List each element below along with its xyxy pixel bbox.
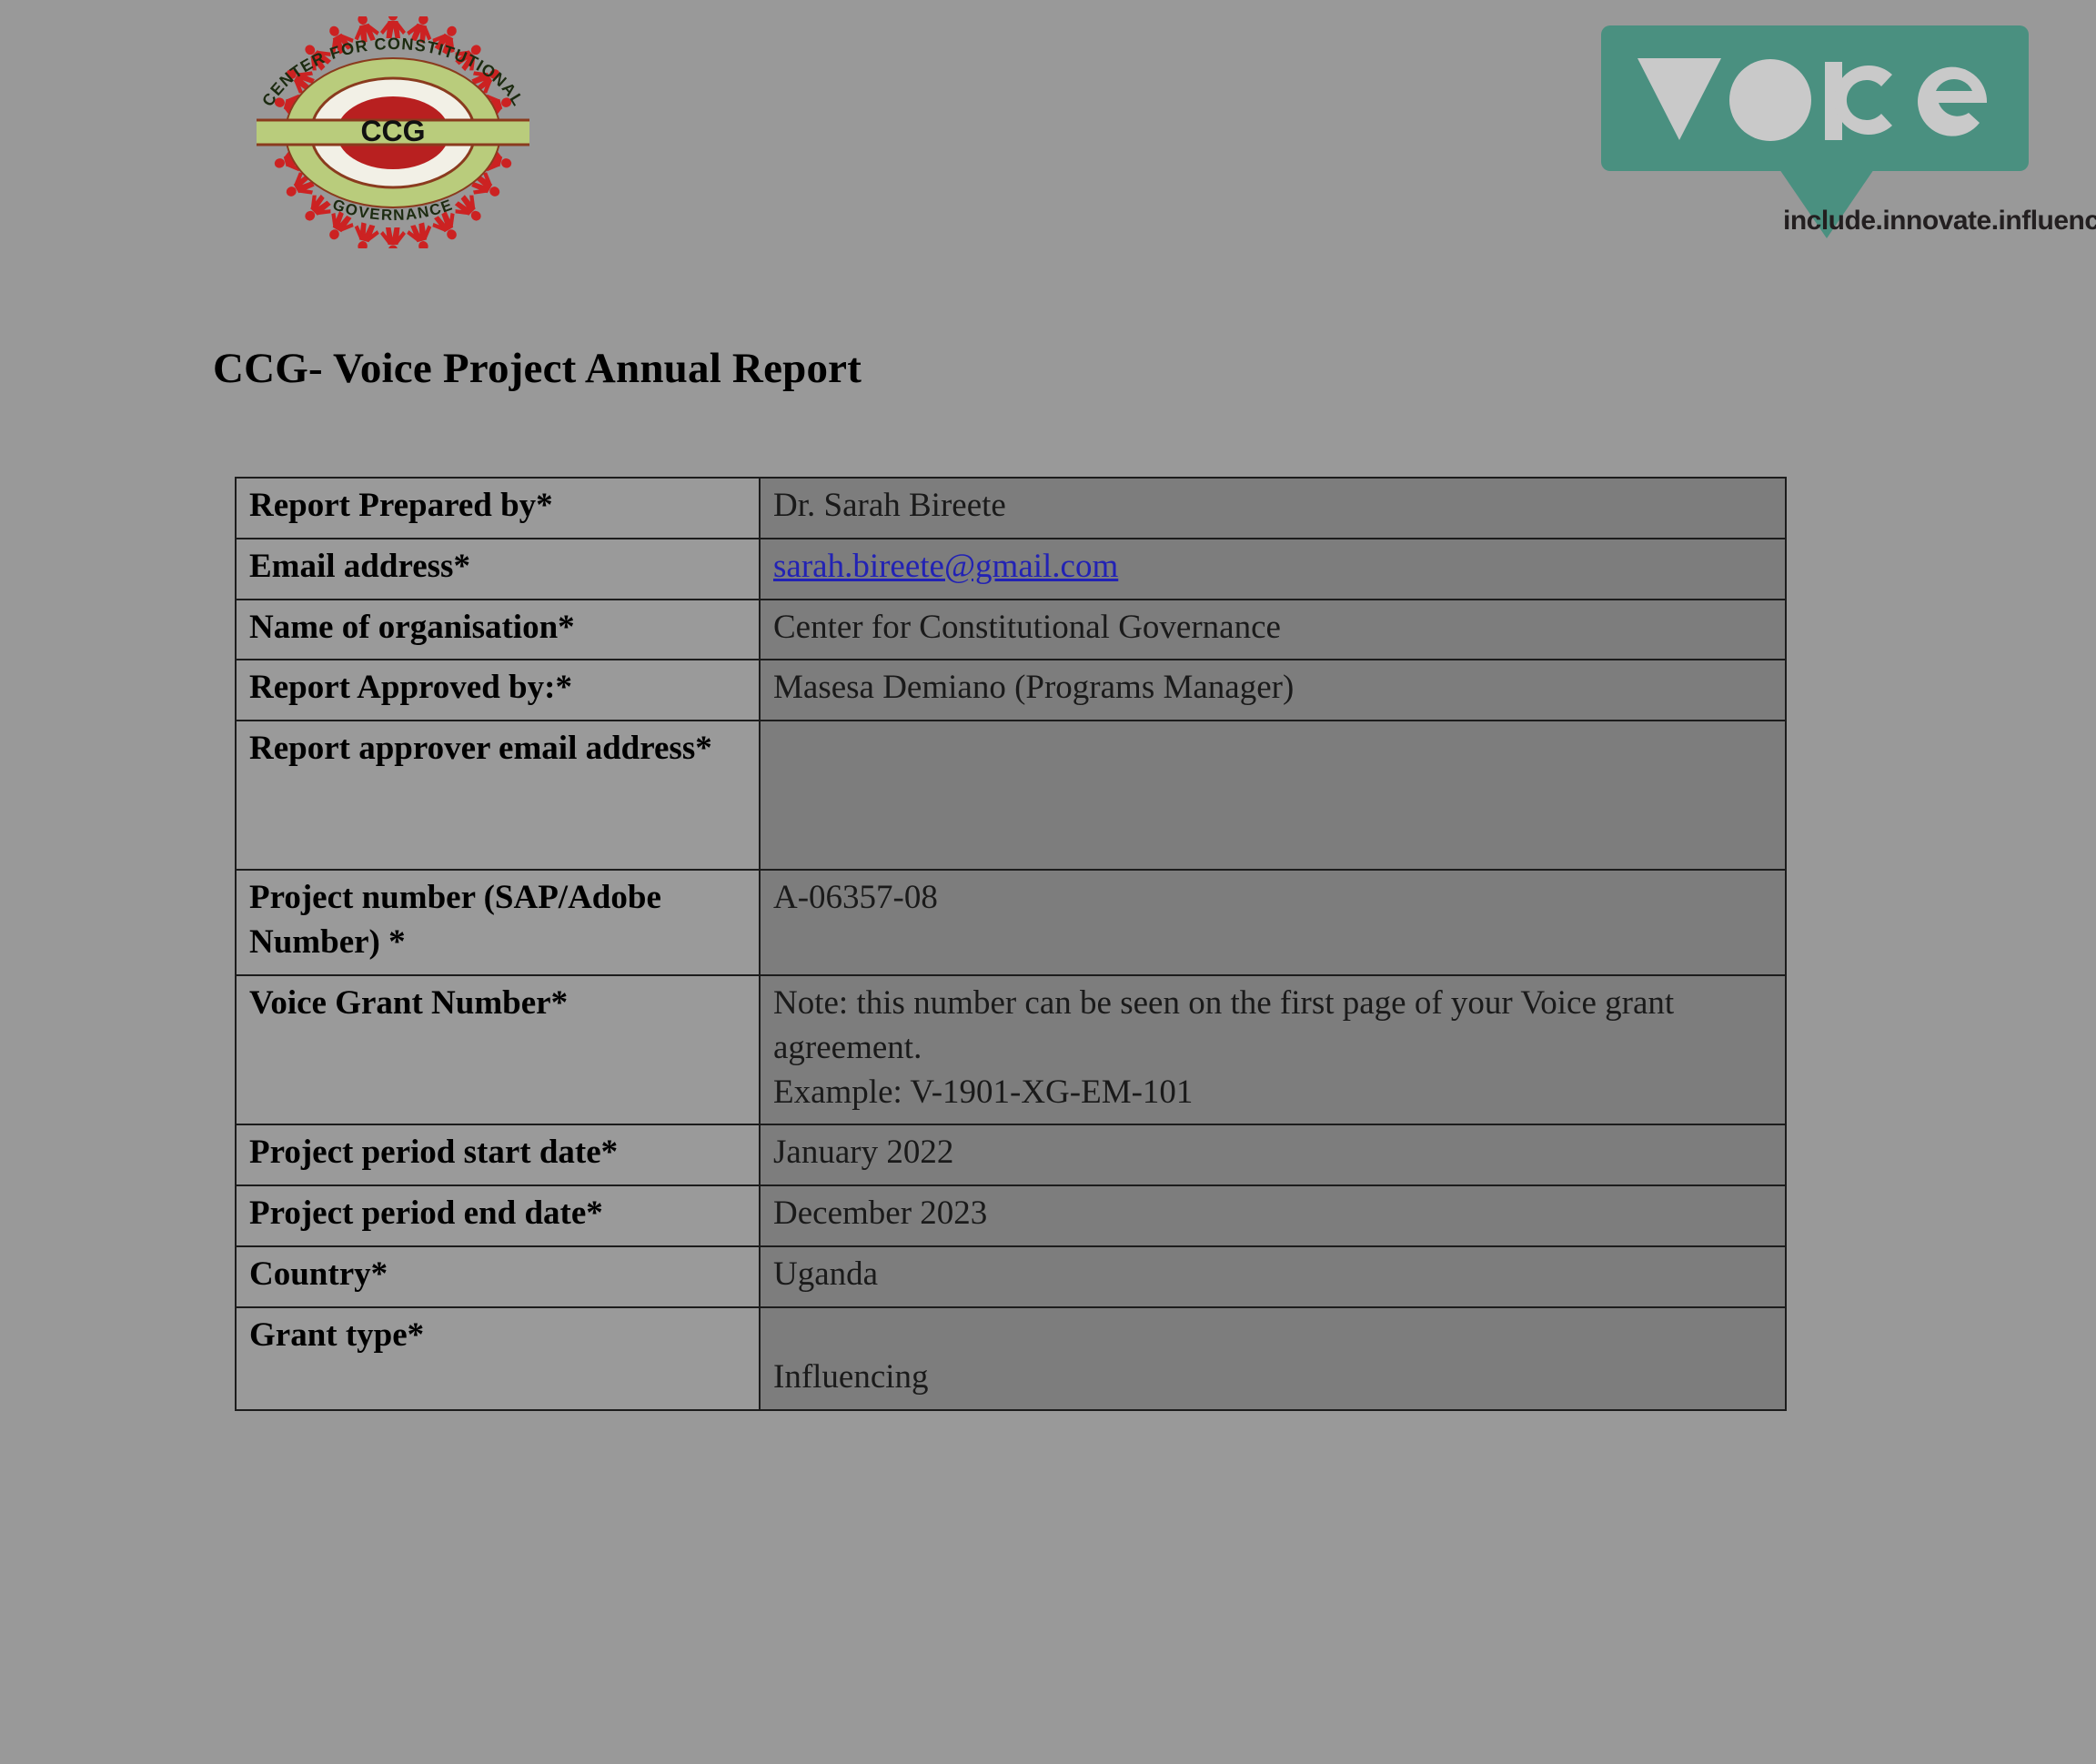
table-row: Report Prepared by* Dr. Sarah Bireete: [235, 477, 1787, 539]
voice-o-circle: [1729, 59, 1811, 141]
voice-logo-bubble: [1601, 25, 2029, 171]
ccg-logo-band: [257, 119, 529, 146]
grant-type-spacer: [773, 1314, 1772, 1356]
row-label-project-period-start-date: Project period start date*: [235, 1124, 761, 1187]
row-label-voice-grant-number: Voice Grant Number*: [235, 973, 761, 1126]
voice-grant-note: Note: this number can be seen on the fir…: [773, 983, 1675, 1066]
voice-logo-tagline: include.innovate.influence.: [1783, 206, 2096, 236]
table-row: Grant type* Influencing: [235, 1305, 1787, 1411]
row-value-name-of-organisation: Center for Constitutional Governance: [759, 598, 1787, 661]
grant-type-text: Influencing: [773, 1357, 929, 1396]
document-header: CENTER FOR CONSTITUTIONAL GOVERNANCE CCG: [0, 0, 2096, 264]
voice-c-glyph: [1834, 66, 1892, 135]
ccg-logo: CENTER FOR CONSTITUTIONAL GOVERNANCE CCG: [211, 16, 575, 248]
row-label-email-address: Email address*: [235, 537, 761, 600]
table-row: Email address* sarah.bireete@gmail.com: [235, 537, 1787, 600]
voice-logo-wordmark: [1636, 45, 1998, 151]
voice-logo: include.innovate.influence.: [1601, 25, 2096, 238]
report-info-table-body: Report Prepared by* Dr. Sarah Bireete Em…: [235, 477, 1787, 1411]
voice-grant-example: Example: V-1901-XG-EM-101: [773, 1073, 1194, 1111]
table-row: Voice Grant Number* Note: this number ca…: [235, 973, 1787, 1126]
row-value-grant-type: Influencing: [759, 1305, 1787, 1411]
row-label-country: Country*: [235, 1245, 761, 1308]
page-title: CCG- Voice Project Annual Report: [213, 345, 862, 392]
row-label-grant-type: Grant type*: [235, 1305, 761, 1411]
row-value-report-prepared-by: Dr. Sarah Bireete: [759, 477, 1787, 539]
row-value-country: Uganda: [759, 1245, 1787, 1308]
voice-v-triangle: [1638, 58, 1721, 140]
row-label-name-of-organisation: Name of organisation*: [235, 598, 761, 661]
table-row: Report approver email address*: [235, 720, 1787, 872]
table-row: Report Approved by:* Masesa Demiano (Pro…: [235, 659, 1787, 722]
voice-i-bar: [1825, 62, 1842, 140]
email-link[interactable]: sarah.bireete@gmail.com: [773, 547, 1119, 585]
row-value-voice-grant-number: Note: this number can be seen on the fir…: [759, 973, 1787, 1126]
row-value-report-approver-email-address: [759, 720, 1787, 872]
row-label-project-number: Project number (SAP/Adobe Number) *: [235, 869, 761, 976]
row-label-report-approved-by: Report Approved by:*: [235, 659, 761, 722]
table-row: Project period end date* December 2023: [235, 1184, 1787, 1248]
table-row: Project period start date* January 2022: [235, 1124, 1787, 1187]
row-value-project-period-end-date: December 2023: [759, 1184, 1787, 1248]
voice-e-glyph: [1918, 66, 1988, 136]
row-value-email-address: sarah.bireete@gmail.com: [759, 537, 1787, 600]
table-row: Country* Uganda: [235, 1245, 1787, 1308]
table-row: Project number (SAP/Adobe Number) * A-06…: [235, 869, 1787, 976]
row-value-report-approved-by: Masesa Demiano (Programs Manager): [759, 659, 1787, 722]
row-value-project-period-start-date: January 2022: [759, 1124, 1787, 1187]
report-info-table: Report Prepared by* Dr. Sarah Bireete Em…: [235, 477, 1787, 1411]
row-label-report-prepared-by: Report Prepared by*: [235, 477, 761, 539]
table-row: Name of organisation* Center for Constit…: [235, 598, 1787, 661]
voice-logo-tail: [1779, 169, 1874, 238]
row-value-project-number: A-06357-08: [759, 869, 1787, 976]
ccg-logo-center-text: CCG: [360, 115, 425, 147]
row-label-report-approver-email-address: Report approver email address*: [235, 720, 761, 872]
row-label-project-period-end-date: Project period end date*: [235, 1184, 761, 1248]
